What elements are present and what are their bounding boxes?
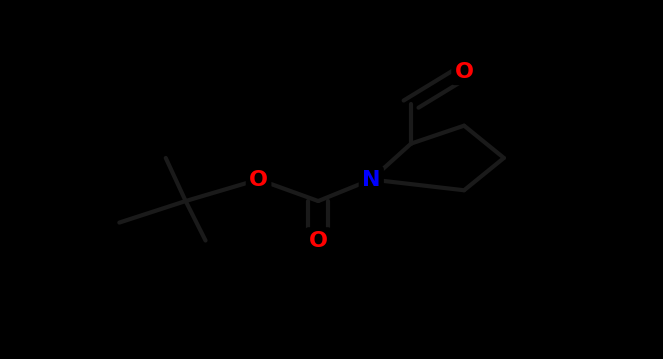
- Text: O: O: [309, 230, 328, 251]
- Text: N: N: [362, 169, 381, 190]
- Text: O: O: [455, 62, 473, 82]
- Text: O: O: [249, 169, 268, 190]
